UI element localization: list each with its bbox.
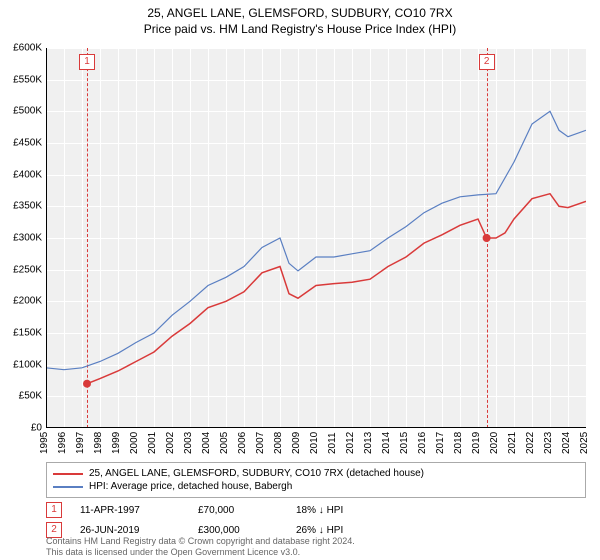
series-hpi xyxy=(46,111,586,369)
x-axis-label: 2010 xyxy=(309,432,320,454)
gridline-h xyxy=(46,428,586,429)
x-axis-label: 2011 xyxy=(327,432,338,454)
x-axis-label: 1995 xyxy=(39,432,50,454)
chart-container: 25, ANGEL LANE, GLEMSFORD, SUDBURY, CO10… xyxy=(0,0,600,560)
x-axis-label: 2008 xyxy=(273,432,284,454)
footnote: Contains HM Land Registry data © Crown c… xyxy=(46,536,586,558)
y-axis-label: £200K xyxy=(13,296,42,307)
x-axis-label: 2007 xyxy=(255,432,266,454)
title-line-1: 25, ANGEL LANE, GLEMSFORD, SUDBURY, CO10… xyxy=(0,6,600,22)
x-axis-label: 1997 xyxy=(75,432,86,454)
event-marker xyxy=(483,234,491,242)
x-axis-label: 2017 xyxy=(435,432,446,454)
x-axis-label: 2003 xyxy=(183,432,194,454)
events-table: 1 11-APR-1997 £70,000 18% ↓ HPI 2 26-JUN… xyxy=(46,500,586,540)
x-axis-label: 2012 xyxy=(345,432,356,454)
x-axis-label: 2006 xyxy=(237,432,248,454)
x-axis-label: 2002 xyxy=(165,432,176,454)
y-axis-label: £100K xyxy=(13,359,42,370)
title-line-2: Price paid vs. HM Land Registry's House … xyxy=(0,22,600,38)
event-row: 1 11-APR-1997 £70,000 18% ↓ HPI xyxy=(46,500,586,520)
x-axis-label: 2025 xyxy=(579,432,590,454)
x-axis-label: 2021 xyxy=(507,432,518,454)
y-axis-label: £400K xyxy=(13,169,42,180)
event-price: £300,000 xyxy=(198,525,278,536)
y-axis-label: £150K xyxy=(13,328,42,339)
y-axis-label: £600K xyxy=(13,43,42,54)
event-price: £70,000 xyxy=(198,505,278,516)
y-axis-label: £250K xyxy=(13,264,42,275)
title-block: 25, ANGEL LANE, GLEMSFORD, SUDBURY, CO10… xyxy=(0,0,600,37)
chart-svg xyxy=(46,48,586,428)
x-axis-label: 2004 xyxy=(201,432,212,454)
event-diff: 26% ↓ HPI xyxy=(296,525,396,536)
legend-swatch xyxy=(53,486,83,488)
legend-row: 25, ANGEL LANE, GLEMSFORD, SUDBURY, CO10… xyxy=(53,467,579,480)
legend-swatch xyxy=(53,473,83,475)
x-axis-label: 2005 xyxy=(219,432,230,454)
y-axis-label: £300K xyxy=(13,233,42,244)
x-axis-label: 1996 xyxy=(57,432,68,454)
x-axis-label: 2014 xyxy=(381,432,392,454)
x-axis-label: 2009 xyxy=(291,432,302,454)
y-axis-label: £350K xyxy=(13,201,42,212)
series-price_paid xyxy=(87,194,586,384)
event-marker xyxy=(83,380,91,388)
x-axis-label: 1999 xyxy=(111,432,122,454)
x-axis-label: 2015 xyxy=(399,432,410,454)
x-axis-label: 2016 xyxy=(417,432,428,454)
x-axis-label: 2013 xyxy=(363,432,374,454)
x-axis-label: 2018 xyxy=(453,432,464,454)
y-axis-label: £450K xyxy=(13,138,42,149)
y-axis-label: £50K xyxy=(19,391,42,402)
legend-box: 25, ANGEL LANE, GLEMSFORD, SUDBURY, CO10… xyxy=(46,462,586,498)
legend-label: HPI: Average price, detached house, Babe… xyxy=(89,481,292,492)
event-diff: 18% ↓ HPI xyxy=(296,505,396,516)
event-date: 26-JUN-2019 xyxy=(80,525,180,536)
x-axis-label: 2023 xyxy=(543,432,554,454)
y-axis-label: £500K xyxy=(13,106,42,117)
y-axis-label: £550K xyxy=(13,74,42,85)
x-axis-label: 2001 xyxy=(147,432,158,454)
x-axis-label: 2019 xyxy=(471,432,482,454)
x-axis-label: 2024 xyxy=(561,432,572,454)
legend-label: 25, ANGEL LANE, GLEMSFORD, SUDBURY, CO10… xyxy=(89,468,424,479)
x-axis-label: 2020 xyxy=(489,432,500,454)
x-axis-label: 2000 xyxy=(129,432,140,454)
gridline-v xyxy=(586,48,587,428)
x-axis-label: 2022 xyxy=(525,432,536,454)
event-date: 11-APR-1997 xyxy=(80,505,180,516)
x-axis-label: 1998 xyxy=(93,432,104,454)
footnote-line: This data is licensed under the Open Gov… xyxy=(46,547,586,558)
chart-plot-area: £0£50K£100K£150K£200K£250K£300K£350K£400… xyxy=(46,48,586,428)
legend-row: HPI: Average price, detached house, Babe… xyxy=(53,480,579,493)
footnote-line: Contains HM Land Registry data © Crown c… xyxy=(46,536,586,547)
event-number-box: 1 xyxy=(46,502,62,518)
